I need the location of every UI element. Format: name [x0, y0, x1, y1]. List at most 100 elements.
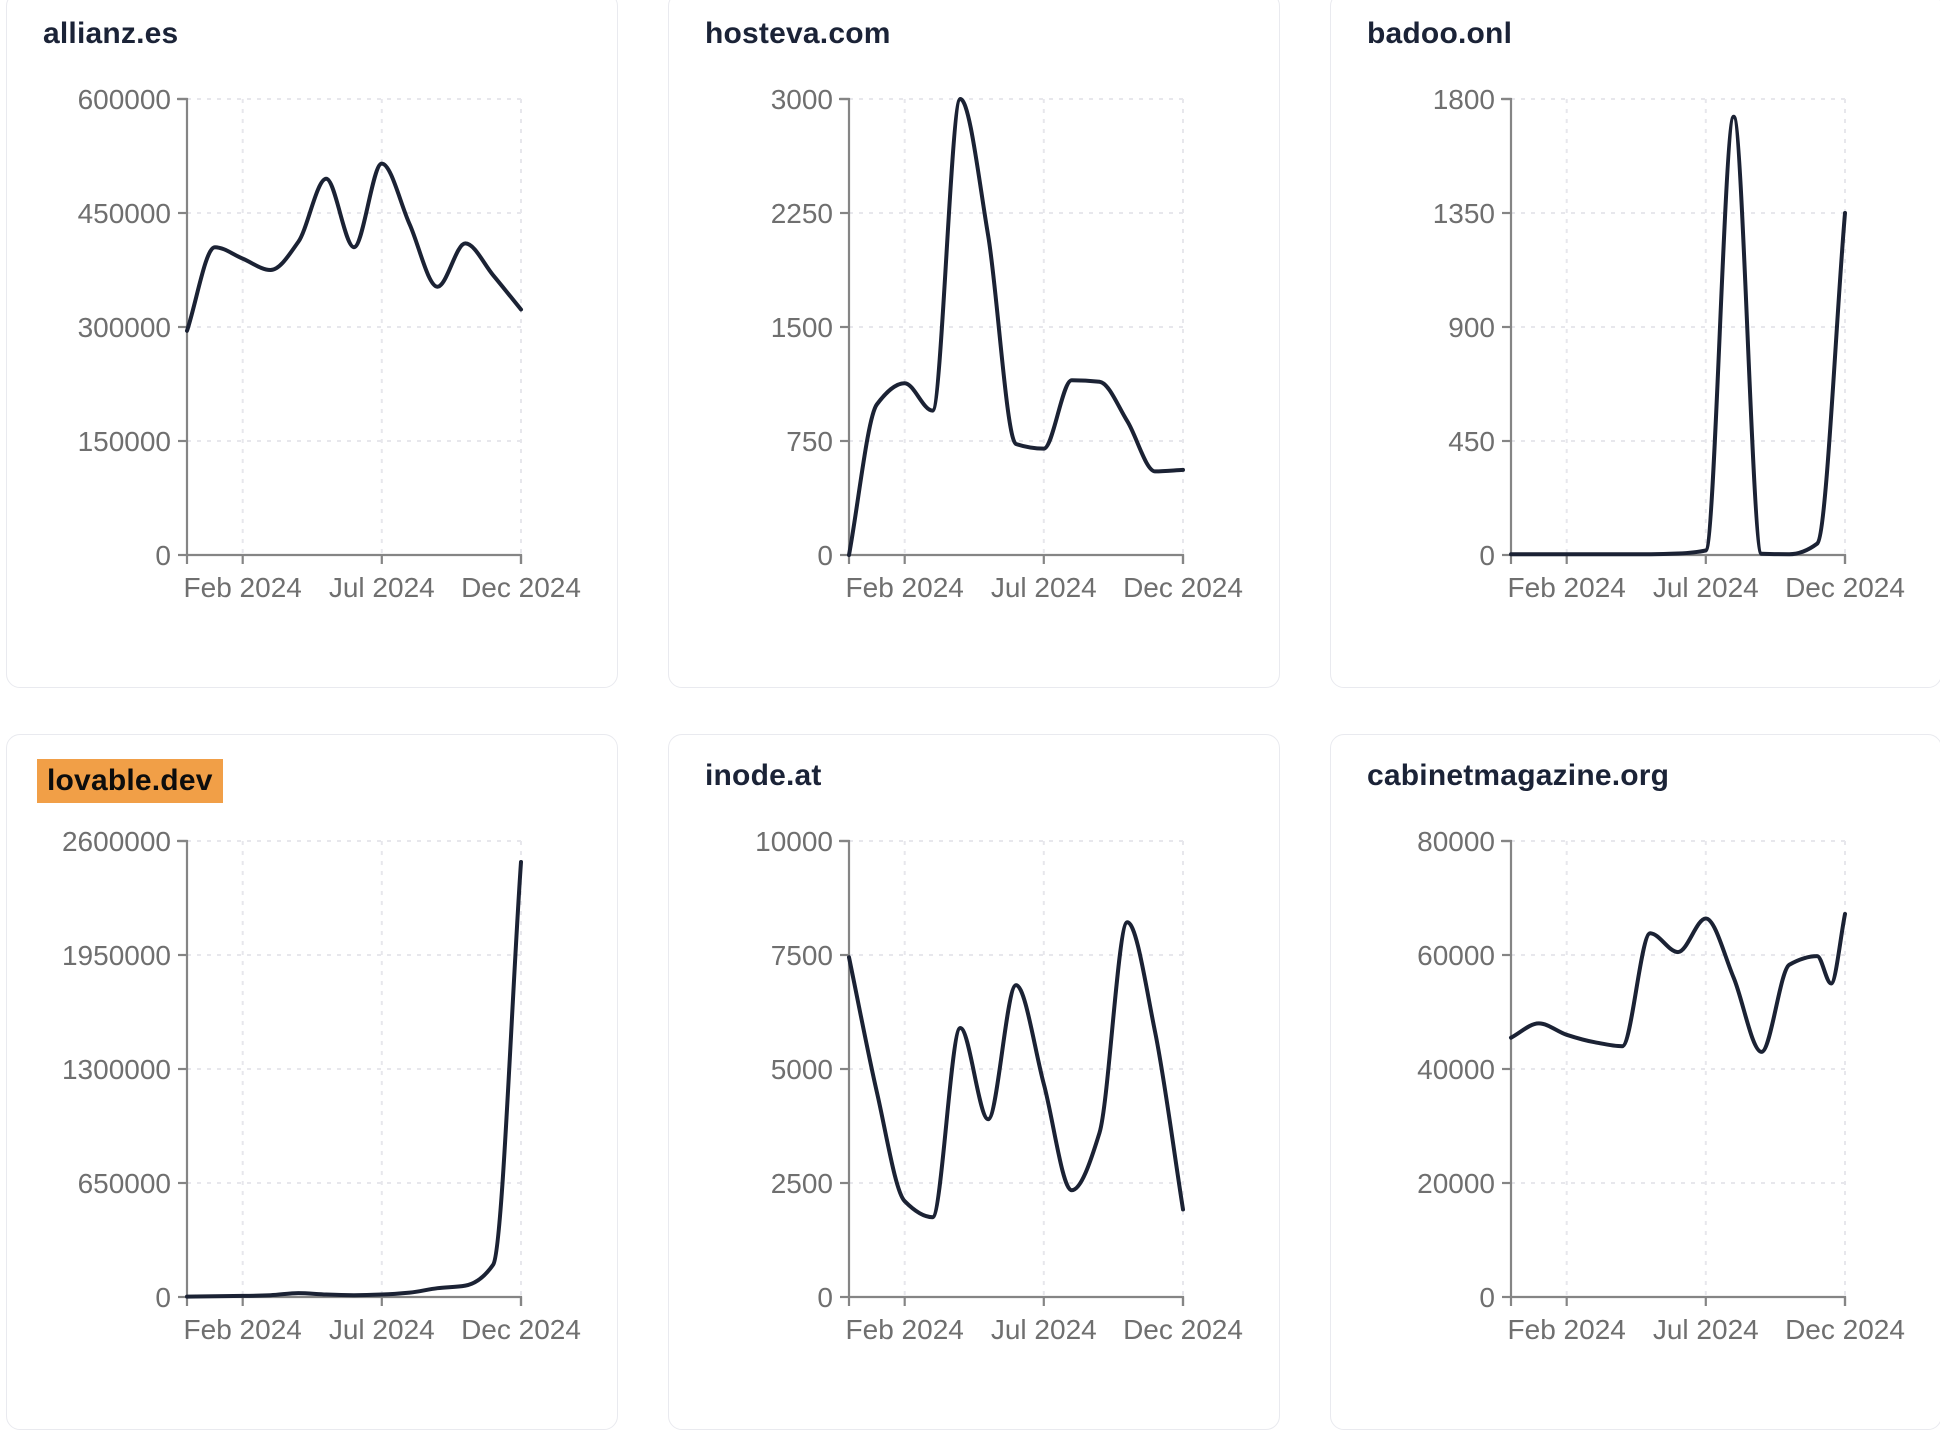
y-tick-label: 0	[1479, 540, 1495, 571]
x-axis	[847, 1295, 1185, 1306]
chart-card-inode[interactable]: inode.at 0 2500 5000 7500 10000 Feb 2024 Jul 2…	[668, 734, 1280, 1430]
chart-title-highlighted[interactable]: lovable.dev	[37, 759, 223, 803]
y-tick-label: 0	[817, 1282, 833, 1313]
y-tick-label: 80000	[1417, 826, 1495, 857]
y-tick-label: 10000	[755, 826, 833, 857]
chart-title[interactable]: hosteva.com	[705, 17, 891, 50]
x-tick-label: Jul 2024	[991, 572, 1097, 603]
series-line	[847, 920, 1185, 1220]
tick-labels: 0 750 1500 2250 3000 Feb 2024 Jul 2024 Dec 2024	[771, 84, 1243, 603]
tick-labels: 0 150000 300000 450000 600000 Feb 2024 Jul 202…	[78, 84, 581, 603]
y-tick-label: 1500	[771, 312, 833, 343]
card-header: lovable.dev	[7, 735, 617, 805]
y-tick-label: 2500	[771, 1168, 833, 1199]
gridlines	[849, 840, 1184, 1297]
y-tick-label: 300000	[78, 312, 171, 343]
tick-labels: 0 20000 40000 60000 80000 Feb 2024 Jul 2024 Dec…	[1417, 826, 1905, 1345]
series-line	[1509, 912, 1847, 1054]
x-tick-label: Jul 2024	[1653, 572, 1759, 603]
y-tick-label: 1300000	[62, 1054, 171, 1085]
y-tick-label: 150000	[78, 426, 171, 457]
chart-card-lovable[interactable]: lovable.dev 0 650000 1300000 1950000 2600000…	[6, 734, 618, 1430]
y-tick-label: 600000	[78, 84, 171, 115]
gridlines	[849, 98, 1184, 555]
card-header: hosteva.com	[669, 0, 1279, 63]
line-chart: 0 20000 40000 60000 80000 Feb 2024 Jul 2024 Dec…	[1417, 826, 1905, 1345]
y-tick-label: 20000	[1417, 1168, 1495, 1199]
chart-title[interactable]: badoo.onl	[1367, 17, 1513, 50]
card-header: badoo.onl	[1331, 0, 1940, 63]
x-tick-label: Dec 2024	[461, 1314, 581, 1345]
series-line	[847, 97, 1185, 557]
x-tick-label: Dec 2024	[1123, 1314, 1243, 1345]
x-axis	[1509, 553, 1847, 564]
x-tick-label: Dec 2024	[1785, 1314, 1905, 1345]
line-chart: 0 2500 5000 7500 10000 Feb 2024 Jul 2024 Dec 20…	[755, 826, 1243, 1345]
x-tick-label: Feb 2024	[846, 572, 964, 603]
line-chart: 0 650000 1300000 1950000 2600000 Feb 2024 Jul …	[62, 826, 581, 1345]
y-tick-label: 1800	[1433, 84, 1495, 115]
x-tick-label: Feb 2024	[1508, 572, 1626, 603]
line-chart: 0 750 1500 2250 3000 Feb 2024 Jul 2024 Dec 2024	[771, 84, 1243, 603]
line-chart: 0 450 900 1350 1800 Feb 2024 Jul 2024 Dec 2024	[1433, 84, 1905, 603]
x-tick-label: Jul 2024	[329, 572, 435, 603]
series-line	[1509, 114, 1847, 557]
y-tick-label: 0	[155, 1282, 171, 1313]
x-tick-label: Dec 2024	[461, 572, 581, 603]
y-tick-label: 0	[155, 540, 171, 571]
x-axis	[185, 553, 523, 564]
tick-labels: 0 650000 1300000 1950000 2600000 Feb 2024 Jul …	[62, 826, 581, 1345]
y-tick-label: 650000	[78, 1168, 171, 1199]
x-tick-label: Jul 2024	[1653, 1314, 1759, 1345]
y-tick-label: 7500	[771, 940, 833, 971]
chart-card-hosteva[interactable]: hosteva.com 0 750 1500 2250 3000 Feb 2024 Jul …	[668, 0, 1280, 688]
axes	[1501, 839, 1847, 1306]
x-tick-label: Dec 2024	[1785, 572, 1905, 603]
y-tick-label: 60000	[1417, 940, 1495, 971]
tick-labels: 0 2500 5000 7500 10000 Feb 2024 Jul 2024 Dec 20…	[755, 826, 1243, 1345]
card-header: inode.at	[669, 735, 1279, 805]
y-tick-label: 5000	[771, 1054, 833, 1085]
axes	[1501, 97, 1847, 564]
gridlines	[187, 98, 522, 555]
gridlines	[187, 840, 522, 1297]
y-tick-label: 750	[786, 426, 833, 457]
x-tick-label: Dec 2024	[1123, 572, 1243, 603]
tick-labels: 0 450 900 1350 1800 Feb 2024 Jul 2024 Dec 2024	[1433, 84, 1905, 603]
x-axis	[1509, 1295, 1847, 1306]
card-header: allianz.es	[7, 0, 617, 63]
y-tick-label: 900	[1448, 312, 1495, 343]
y-tick-label: 2250	[771, 198, 833, 229]
line-chart: 0 150000 300000 450000 600000 Feb 2024 Jul 202…	[78, 84, 581, 603]
gridlines	[1511, 840, 1846, 1297]
chart-card-allianz[interactable]: allianz.es 0 150000 300000 450000 600000 Feb …	[6, 0, 618, 688]
y-tick-label: 2600000	[62, 826, 171, 857]
y-tick-label: 0	[817, 540, 833, 571]
x-tick-label: Jul 2024	[991, 1314, 1097, 1345]
x-tick-label: Jul 2024	[329, 1314, 435, 1345]
gridlines	[1511, 98, 1846, 555]
chart-card-cabinetmagazine[interactable]: cabinetmagazine.org 0 20000 40000 60000 8000…	[1330, 734, 1940, 1430]
chart-title[interactable]: cabinetmagazine.org	[1367, 759, 1670, 792]
chart-card-badoo[interactable]: badoo.onl 0 450 900 1350 1800 Feb 2024 Jul 202…	[1330, 0, 1940, 688]
chart-title[interactable]: inode.at	[705, 759, 822, 792]
y-tick-label: 40000	[1417, 1054, 1495, 1085]
axes	[177, 839, 523, 1306]
series-line	[185, 161, 523, 333]
chart-title[interactable]: allianz.es	[43, 17, 179, 50]
y-tick-label: 1950000	[62, 940, 171, 971]
y-tick-label: 450	[1448, 426, 1495, 457]
y-tick-label: 1350	[1433, 198, 1495, 229]
x-tick-label: Feb 2024	[1508, 1314, 1626, 1345]
card-header: cabinetmagazine.org	[1331, 735, 1940, 805]
axes	[839, 839, 1185, 1306]
series-line	[185, 860, 523, 1299]
x-tick-label: Feb 2024	[184, 572, 302, 603]
x-tick-label: Feb 2024	[846, 1314, 964, 1345]
y-tick-label: 450000	[78, 198, 171, 229]
x-tick-label: Feb 2024	[184, 1314, 302, 1345]
y-tick-label: 0	[1479, 1282, 1495, 1313]
x-axis	[185, 1295, 523, 1306]
axes	[839, 97, 1185, 564]
